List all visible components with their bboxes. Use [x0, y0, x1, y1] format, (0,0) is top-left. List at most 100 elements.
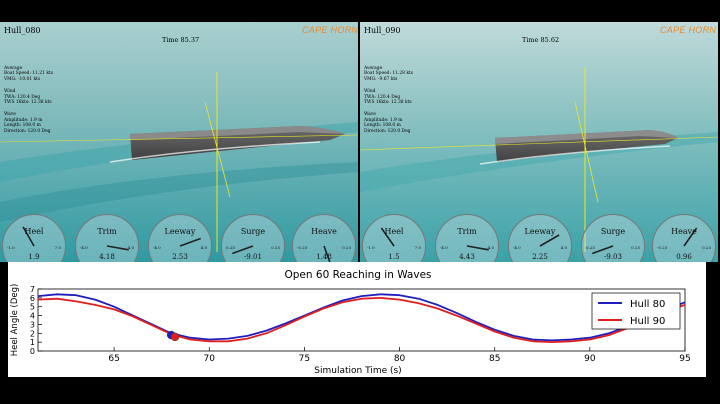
gauge-value: 4.18	[99, 253, 115, 261]
chart-title: Open 60 Reaching in Waves	[285, 269, 432, 281]
gauge-label: Heave	[311, 227, 337, 236]
gauge-value: 2.25	[532, 253, 548, 261]
gauge-max: 4.0	[200, 245, 207, 250]
gauge-label: Leeway	[164, 227, 196, 236]
x-tick-label: 75	[299, 354, 310, 364]
y-tick-label: 5	[30, 303, 35, 312]
gauge-needle	[106, 245, 129, 251]
needle-line	[683, 227, 698, 247]
gauge-label: Heel	[24, 227, 44, 236]
plot-frame	[37, 288, 686, 352]
gauge-needle	[179, 237, 201, 247]
x-tick-label: 90	[584, 354, 596, 364]
average-header: Average	[4, 66, 23, 71]
x-tick-label: 85	[489, 354, 500, 364]
y-tick-label: 3	[30, 320, 35, 329]
wave-amplitude: Amplitude: 1.9 m	[4, 117, 43, 123]
gauge-min: -4.0	[513, 245, 521, 250]
gauge-value: -9.03	[604, 253, 622, 261]
gauge-needle	[539, 234, 560, 247]
gauge-value: 1.5	[388, 253, 400, 261]
gauge-max: 7.0	[414, 245, 421, 250]
y-tick-label: 4	[30, 312, 35, 321]
needle-line	[466, 245, 489, 251]
gauge-value: -9.01	[244, 253, 262, 261]
twa: TWA: 120.4 Deg	[4, 94, 41, 100]
gauge-label: Heave	[671, 227, 697, 236]
right-stats: Average Boat Speed: 11.28 kts VMG: -9.67…	[364, 66, 413, 141]
gauge-max: 0.25	[342, 245, 351, 250]
series-line-hull-90	[37, 297, 686, 343]
needle-line	[106, 245, 129, 251]
left-brand-logo: CAPE HORN	[302, 25, 359, 35]
heel-angle-chart: Open 60 Reaching in Waves Simulation Tim…	[10, 269, 691, 376]
y-axis-label: Heel Angle (Deg)	[10, 284, 20, 357]
gauge-needle	[592, 245, 614, 255]
right-brand-logo: CAPE HORN	[660, 25, 717, 35]
gauge-min: -4.0	[440, 245, 448, 250]
gauge-min: -0.25	[297, 245, 308, 250]
series-markers	[166, 330, 180, 342]
gauge-min: 0.25	[226, 245, 235, 250]
y-tick-label: 6	[30, 294, 35, 303]
right-time: Time 85.62	[522, 36, 560, 44]
y-tick-label: 1	[30, 338, 35, 347]
needle-line	[179, 237, 201, 247]
wave-direction: Direction: 120.0 Deg	[364, 128, 411, 134]
wave-length: Length: 108.0 m	[364, 123, 401, 129]
twa: TWA: 120.4 Deg	[364, 94, 401, 100]
left-stats: Average Boat Speed: 11.21 kts VMG: -10.0…	[4, 66, 53, 141]
gauge-min: 0.25	[586, 245, 595, 250]
gauge-needle	[683, 227, 698, 247]
tws: TWS 16kts: 12.38 kts	[4, 100, 52, 106]
needle-line	[539, 234, 560, 247]
legend-label-hull-90: Hull 90	[630, 316, 665, 327]
gauge-value: 4.43	[459, 253, 475, 261]
right-hull-title: Hull_090	[364, 26, 401, 35]
legend-label-hull-80: Hull 80	[630, 299, 665, 310]
needle-line	[592, 245, 614, 255]
gauge-label: Trim	[457, 227, 477, 236]
x-tick-label: 80	[394, 354, 406, 364]
y-tick-label: 0	[30, 347, 35, 356]
gauge-min: -4.0	[153, 245, 161, 250]
gauge-label: Surge	[600, 227, 626, 236]
average-header: Average	[364, 66, 383, 71]
needle-line	[380, 227, 395, 247]
wave-direction: Direction: 120.0 Deg	[4, 128, 51, 134]
gauge-value: 0.96	[676, 253, 692, 261]
wave-amplitude: Amplitude: 1.9 m	[364, 117, 403, 123]
gauge-label: Trim	[97, 227, 117, 236]
wind-header: Wind	[4, 89, 16, 95]
gauge-value: 2.53	[172, 253, 188, 261]
chart-background	[8, 262, 706, 377]
gauge-max: 0.25	[271, 245, 280, 250]
gauge-label: Leeway	[524, 227, 556, 236]
heel-chart-area: Open 60 Reaching in Waves Simulation Tim…	[0, 262, 720, 404]
x-tick-label: 65	[108, 354, 119, 364]
wave-header: Wave	[364, 112, 376, 118]
wave-header: Wave	[4, 112, 16, 118]
gauge-min: -0.25	[657, 245, 668, 250]
vmg: VMG: -10.01 kts	[4, 76, 41, 82]
wind-header: Wind	[364, 89, 376, 95]
gauge-max: 4.0	[560, 245, 567, 250]
tws: TWS 16kts: 12.38 kts	[364, 100, 412, 106]
gauge-max: 0.25	[631, 245, 640, 250]
x-axis-label: Simulation Time (s)	[314, 366, 401, 376]
boat-speed: Boat Speed: 11.21 kts	[4, 71, 53, 77]
x-tick-label: 70	[204, 354, 216, 364]
needle-line	[232, 245, 254, 255]
x-tick-label: 95	[679, 354, 690, 364]
legend: Hull 80 Hull 90	[591, 292, 681, 330]
marker-hull-90	[170, 332, 180, 342]
gauge-max: 7.0	[54, 245, 61, 250]
gauge-label: Heel	[384, 227, 404, 236]
gauge-value: 1.48	[316, 253, 332, 261]
gauge-max: 4.0	[127, 245, 134, 250]
gauge-needle	[232, 245, 254, 255]
series-lines	[37, 293, 686, 343]
y-tick-label: 2	[30, 329, 35, 338]
gauge-min: -1.0	[367, 245, 375, 250]
